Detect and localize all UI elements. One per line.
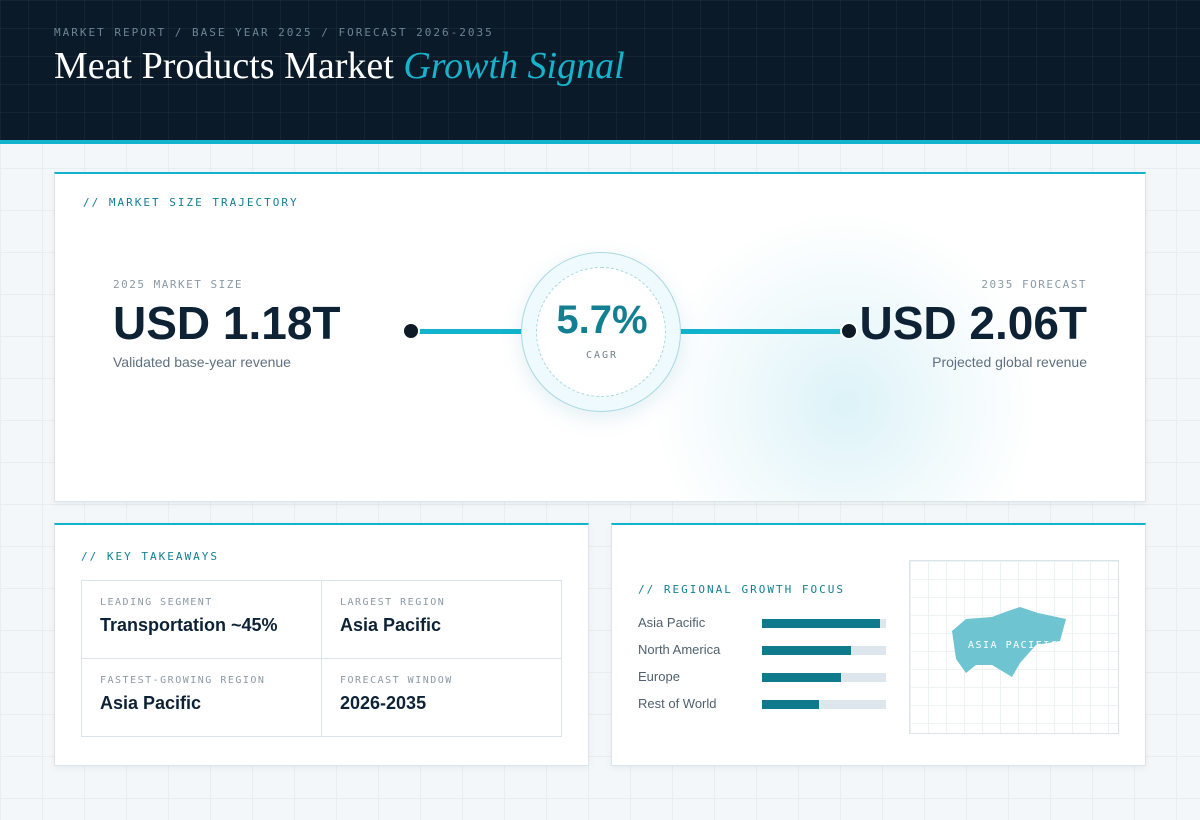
region-name: Rest of World (638, 696, 717, 711)
start-size-label: 2025 MARKET SIZE (113, 278, 243, 291)
map-region-label: ASIA PACIFIC (968, 640, 1059, 651)
title-main: Meat Products Market (54, 45, 394, 87)
forecast-size-value: USD 2.06T (859, 297, 1087, 349)
cagr-value: 5.7% (556, 298, 648, 342)
takeaway-leading-segment: LEADING SEGMENT Transportation ~45% (82, 581, 322, 659)
trajectory-line-left (417, 329, 523, 334)
region-map: ASIA PACIFIC (909, 560, 1119, 734)
region-row: Rest of World (638, 694, 888, 714)
region-bar-track (762, 619, 886, 628)
start-point-marker (402, 322, 420, 340)
region-bar-track (762, 700, 886, 709)
takeaway-value: Asia Pacific (100, 693, 202, 713)
takeaway-value: Transportation ~45% (100, 615, 278, 635)
title-accent: Growth Signal (403, 45, 625, 87)
region-name: Europe (638, 669, 680, 684)
trajectory-card-label: // MARKET SIZE TRAJECTORY (83, 196, 299, 209)
forecast-size-label: 2035 FORECAST (981, 278, 1087, 291)
forecast-size-caption: Projected global revenue (932, 354, 1087, 370)
takeaway-value: 2026-2035 (340, 693, 427, 713)
region-name: North America (638, 642, 721, 657)
regional-card-label: // REGIONAL GROWTH FOCUS (638, 583, 845, 596)
region-bar-fill (762, 646, 852, 655)
start-size-caption: Validated base-year revenue (113, 354, 291, 370)
takeaway-value: Asia Pacific (340, 615, 442, 635)
takeaway-label: LEADING SEGMENT (100, 597, 213, 608)
takeaways-card-label: // KEY TAKEAWAYS (81, 550, 219, 563)
market-size-trajectory-card: // MARKET SIZE TRAJECTORY 2025 MARKET SI… (54, 172, 1146, 502)
region-name: Asia Pacific (638, 615, 706, 630)
report-eyebrow: MARKET REPORT / BASE YEAR 2025 / FORECAS… (54, 26, 494, 39)
region-bar-track (762, 646, 886, 655)
cagr-label: CAGR (585, 350, 619, 361)
key-takeaways-card: // KEY TAKEAWAYS LEADING SEGMENT Transpo… (54, 523, 589, 766)
region-row: North America (638, 640, 888, 660)
takeaway-largest-region: LARGEST REGION Asia Pacific (322, 581, 562, 659)
cagr-badge-inner: 5.7% CAGR (536, 267, 666, 397)
background-glow (655, 214, 1035, 501)
takeaways-grid: LEADING SEGMENT Transportation ~45% LARG… (81, 580, 562, 737)
trajectory-line-right (679, 329, 843, 334)
regional-growth-card: // REGIONAL GROWTH FOCUS Asia Pacific No… (611, 523, 1146, 766)
takeaway-label: LARGEST REGION (340, 597, 446, 608)
takeaway-label: FASTEST-GROWING REGION (100, 675, 266, 686)
takeaway-forecast-window: FORECAST WINDOW 2026-2035 (322, 659, 562, 737)
page-title: Meat Products Market Growth Signal (54, 44, 625, 88)
region-row: Europe (638, 667, 888, 687)
region-bar-fill (762, 700, 820, 709)
region-bar-fill (762, 619, 880, 628)
region-bar-fill (762, 673, 842, 682)
region-row: Asia Pacific (638, 613, 888, 633)
asia-pacific-map-shape (952, 607, 1066, 677)
takeaway-label: FORECAST WINDOW (340, 675, 453, 686)
end-point-marker (840, 322, 858, 340)
cagr-badge: 5.7% CAGR (521, 252, 681, 412)
region-bar-track (762, 673, 886, 682)
takeaway-fastest-growing-region: FASTEST-GROWING REGION Asia Pacific (82, 659, 322, 737)
report-header: MARKET REPORT / BASE YEAR 2025 / FORECAS… (0, 0, 1200, 144)
start-size-value: USD 1.18T (113, 297, 341, 349)
